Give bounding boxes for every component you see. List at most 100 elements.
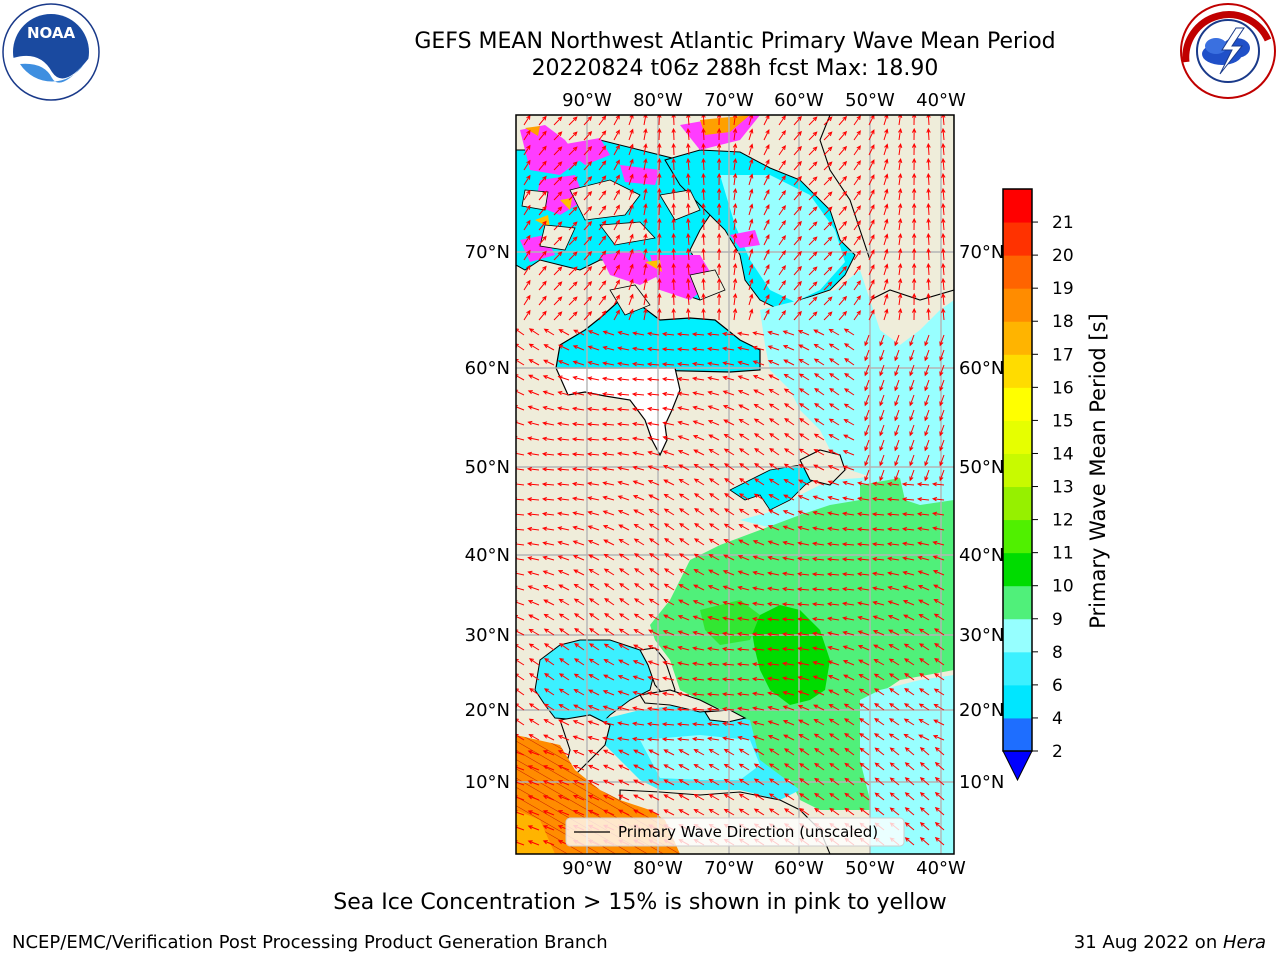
wave-direction-arrow [829, 762, 840, 771]
lon-label-top: 80°W [633, 90, 683, 111]
wave-direction-arrow [542, 570, 555, 576]
wave-direction-arrow [691, 707, 705, 712]
wave-direction-arrow [516, 481, 525, 487]
wave-direction-arrow [732, 157, 738, 171]
wave-direction-arrow [934, 643, 945, 651]
wave-direction-arrow [676, 691, 690, 697]
wave-direction-arrow [753, 403, 765, 411]
lon-label-bottom: 40°W [916, 858, 966, 879]
wave-direction-arrow [844, 792, 855, 801]
wave-direction-arrow [868, 174, 875, 186]
wave-direction-arrow [919, 747, 930, 756]
wave-direction-arrow [583, 221, 593, 231]
wave-direction-arrow [572, 525, 585, 531]
wave-direction-arrow [859, 807, 870, 816]
colorbar-tick-label: 21 [1052, 213, 1074, 233]
wave-direction-arrow [932, 570, 945, 576]
wave-direction-arrow [753, 389, 765, 396]
wave-direction-arrow [903, 733, 915, 741]
wave-direction-arrow [838, 160, 848, 171]
wave-direction-arrow [748, 218, 754, 231]
wave-direction-arrow [768, 403, 780, 411]
wave-direction-arrow [648, 494, 660, 501]
wave-direction-arrow [602, 794, 615, 801]
wave-direction-arrow [783, 359, 795, 366]
lon-label-top: 70°W [704, 90, 754, 111]
wave-direction-arrow [911, 157, 917, 171]
wave-direction-arrow [721, 646, 735, 652]
wave-direction-arrow [657, 232, 662, 246]
wave-direction-arrow [628, 158, 634, 171]
wave-direction-arrow [701, 187, 706, 201]
wave-direction-arrow [632, 495, 645, 501]
wave-direction-arrow [583, 281, 593, 291]
wave-direction-arrow [853, 145, 861, 156]
wave-direction-arrow [538, 190, 547, 201]
wave-direction-arrow [523, 294, 531, 306]
wave-direction-arrow [781, 602, 795, 607]
wave-direction-arrow [924, 424, 930, 437]
wave-direction-arrow [753, 418, 765, 426]
wave-direction-arrow [838, 250, 848, 261]
wave-direction-arrow [889, 703, 900, 711]
wave-direction-arrow [706, 346, 720, 352]
wave-direction-arrow [793, 115, 802, 126]
wave-direction-arrow [798, 448, 810, 456]
wave-direction-arrow [571, 406, 585, 412]
wave-direction-arrow [886, 556, 900, 562]
wave-direction-arrow [583, 131, 593, 141]
wave-direction-arrow [873, 644, 885, 651]
wave-direction-arrow [616, 361, 630, 367]
wave-direction-arrow [778, 129, 786, 141]
wave-direction-arrow [692, 405, 705, 411]
wave-direction-arrow [904, 822, 915, 831]
wave-direction-arrow [709, 508, 720, 516]
wave-direction-arrow [909, 424, 915, 437]
colorbar-swatch [1003, 453, 1032, 488]
wave-direction-arrow [523, 249, 531, 261]
wave-direction-arrow [781, 632, 795, 637]
wave-direction-arrow [707, 405, 720, 411]
wave-direction-arrow [763, 264, 770, 276]
wave-direction-arrow [587, 749, 600, 756]
wave-direction-arrow [643, 308, 648, 321]
wave-direction-arrow [814, 807, 825, 816]
wave-direction-arrow [616, 407, 630, 412]
wave-direction-arrow [919, 777, 930, 786]
wave-direction-arrow [909, 334, 915, 347]
wave-direction-arrow [753, 433, 765, 441]
wave-direction-arrow [647, 691, 660, 696]
title-line-2: 20220824 t06z 288h fcst Max: 18.90 [531, 56, 939, 81]
wave-direction-arrow [617, 330, 630, 336]
wave-direction-arrow [589, 628, 600, 636]
wave-direction-arrow [838, 190, 848, 201]
lon-labels-bottom: 90°W 80°W 70°W 60°W 50°W 40°W [562, 858, 966, 879]
wave-direction-arrow [844, 747, 855, 756]
wave-direction-arrow [571, 496, 585, 501]
wave-direction-arrow [692, 420, 705, 426]
wave-direction-arrow [798, 358, 810, 366]
wave-direction-arrow [797, 690, 810, 696]
primary-wave-direction-arrows [516, 115, 946, 846]
wave-direction-arrow [782, 510, 795, 516]
wave-direction-arrow [602, 495, 615, 501]
wave-direction-arrow [603, 628, 615, 636]
wave-direction-arrow [708, 569, 720, 576]
wave-direction-arrow [748, 173, 754, 186]
wave-direction-arrow [572, 735, 585, 741]
wave-direction-arrow [829, 747, 840, 756]
wave-direction-arrow [919, 792, 930, 801]
wave-direction-arrow [853, 115, 861, 126]
wave-direction-arrow [799, 418, 810, 426]
wave-direction-arrow [633, 644, 645, 651]
wave-direction-arrow [752, 360, 765, 366]
wave-direction-arrow [543, 599, 555, 606]
wave-direction-arrow [879, 469, 885, 482]
wave-direction-arrow [868, 144, 875, 156]
colorbar-tick-label: 18 [1052, 312, 1074, 332]
wave-direction-arrow [737, 570, 750, 576]
wave-direction-arrow [748, 188, 754, 201]
wave-direction-arrow [793, 190, 802, 201]
wave-direction-arrow [542, 421, 555, 426]
wave-direction-arrow [556, 467, 570, 472]
